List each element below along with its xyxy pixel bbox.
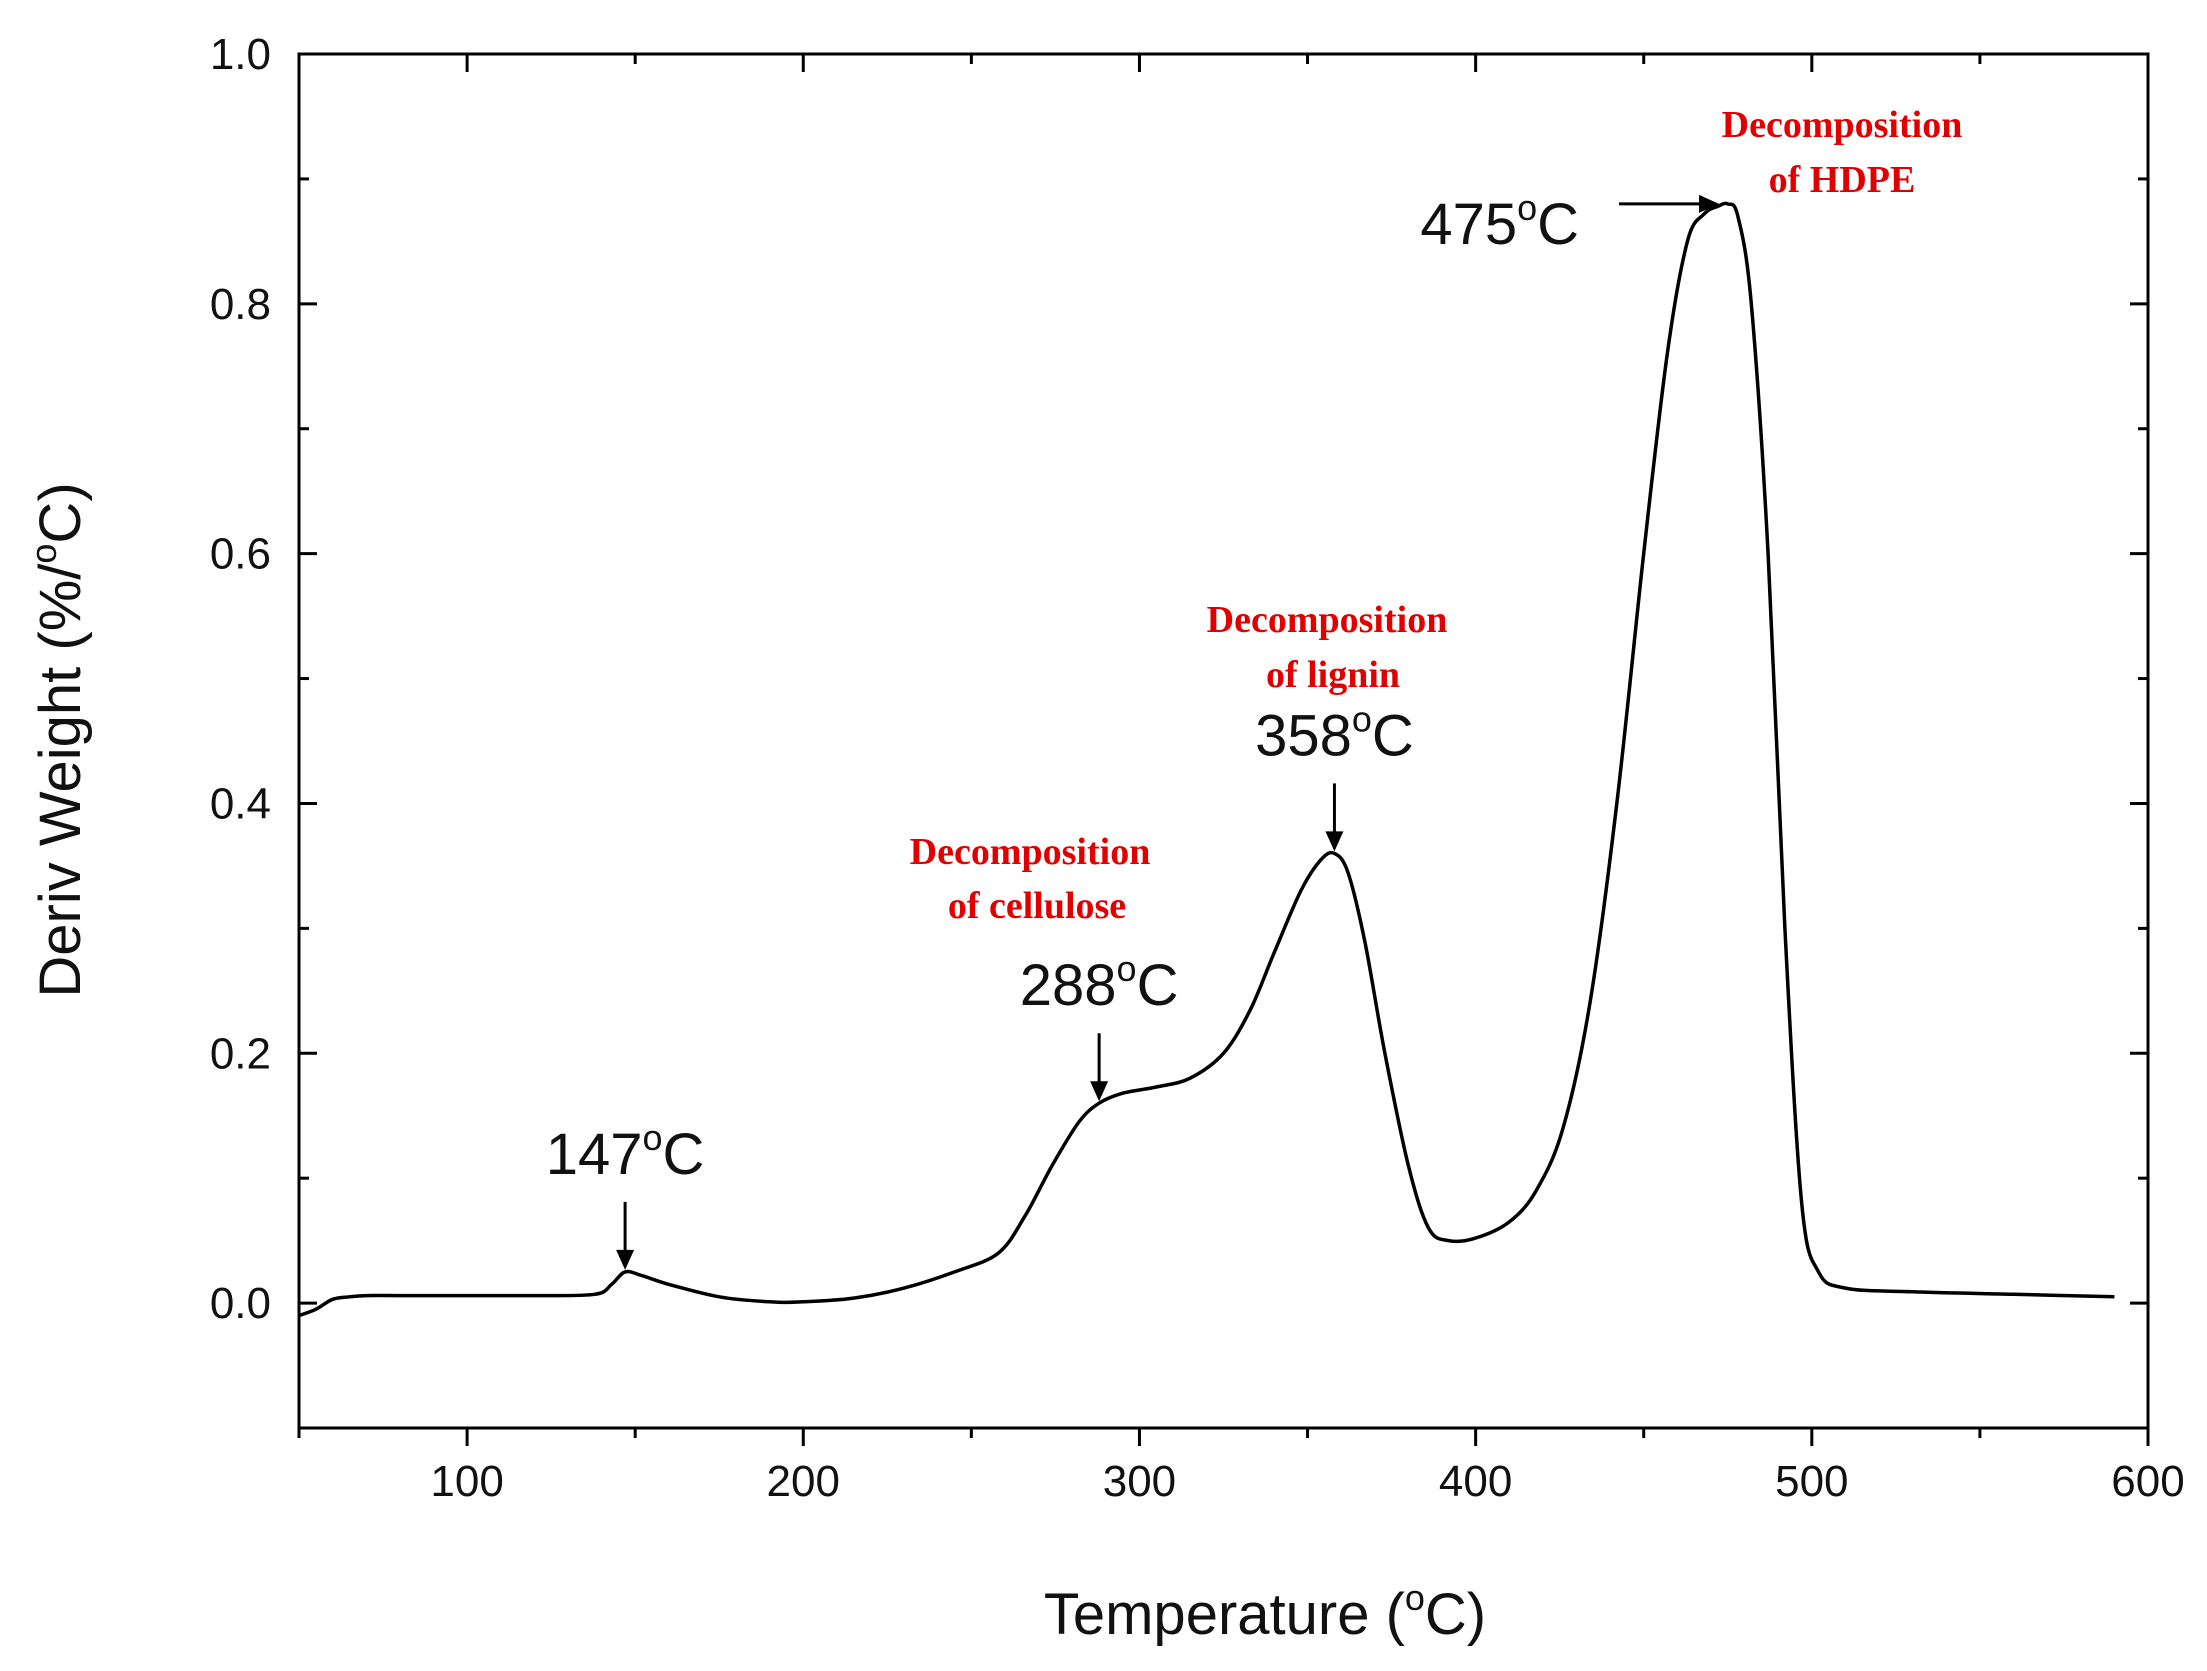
annotation-layer: 147oC 288oC 358oC 475oC	[546, 187, 1720, 1270]
x-tick-label: 200	[767, 1457, 840, 1506]
y-tick-label: 1.0	[210, 30, 271, 79]
x-axis-ticks: 100 200 300 400 500 600	[297, 54, 2185, 1506]
x-tick-label: 600	[2111, 1457, 2184, 1506]
peak-label: 288oC	[1020, 948, 1179, 1018]
note-cellulose: Decomposition of cellulose	[910, 831, 1151, 927]
plot-frame	[297, 52, 2150, 1430]
y-tick-label: 0.0	[210, 1279, 271, 1328]
note-lignin-line1: Decomposition	[1207, 599, 1448, 641]
series-line-dtg	[298, 201, 2115, 1318]
x-tick-label: 500	[1775, 1457, 1848, 1506]
peak-annotation-p358: 358oC	[1255, 698, 1414, 852]
note-cellulose-line2: of cellulose	[948, 885, 1126, 927]
peak-annotation-p475: 475oC	[1420, 187, 1720, 257]
arrow-head	[616, 1249, 635, 1270]
y-tick-label: 0.6	[210, 530, 271, 579]
x-tick-label: 300	[1103, 1457, 1176, 1506]
peak-annotation-p147: 147oC	[546, 1117, 705, 1270]
y-tick-label: 0.2	[210, 1029, 271, 1078]
y-tick-label: 0.4	[210, 779, 271, 828]
note-hdpe-line2: of HDPE	[1769, 159, 1916, 201]
y-tick-label: 0.8	[210, 280, 271, 329]
y-axis-title: Deriv Weight (%/oC)	[23, 482, 93, 997]
arrow-head	[1325, 831, 1344, 852]
peak-label: 147oC	[546, 1117, 705, 1187]
arrow-head	[1699, 194, 1720, 213]
note-hdpe-line1: Decomposition	[1722, 104, 1963, 146]
arrow-head	[1090, 1081, 1109, 1102]
x-tick-label: 400	[1439, 1457, 1512, 1506]
peak-label: 475oC	[1420, 187, 1579, 257]
note-lignin-line2: of lignin	[1266, 654, 1400, 696]
peak-label: 358oC	[1255, 698, 1414, 768]
x-tick-label: 100	[430, 1457, 503, 1506]
note-lignin: Decomposition of lignin	[1207, 599, 1448, 696]
note-cellulose-line1: Decomposition	[910, 831, 1151, 873]
y-axis-ticks: 0.0 0.2 0.4 0.6 0.8 1.0	[210, 30, 2148, 1430]
x-axis-title: Temperature (oC)	[1044, 1577, 1486, 1647]
peak-annotation-p288: 288oC	[1020, 948, 1179, 1102]
series-layer	[298, 201, 2115, 1318]
note-hdpe: Decomposition of HDPE	[1722, 104, 1963, 201]
